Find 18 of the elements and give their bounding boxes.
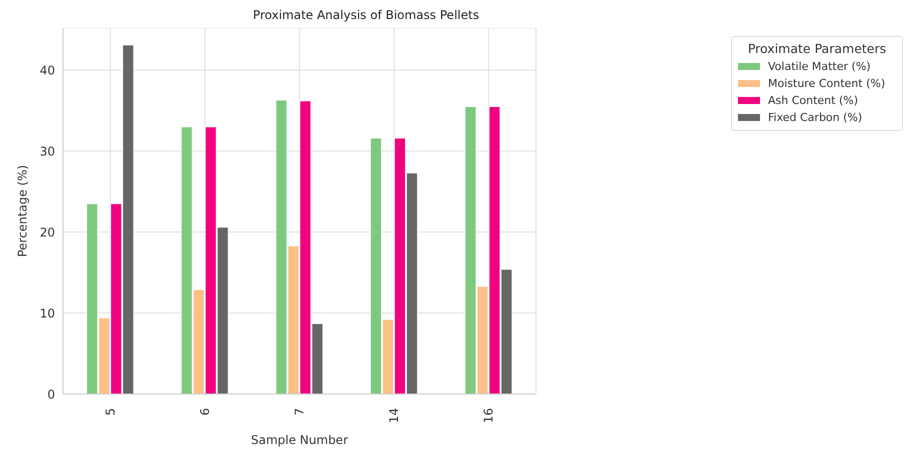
y-tick-label: 10 [40, 306, 55, 320]
legend-label: Volatile Matter (%) [768, 60, 871, 73]
y-tick-label: 0 [47, 387, 55, 402]
legend-label: Fixed Carbon (%) [768, 111, 862, 124]
y-tick-label: 40 [40, 63, 55, 78]
x-tick-label: 7 [292, 408, 306, 416]
x-tick-label: 6 [198, 408, 212, 416]
legend-label: Moisture Content (%) [768, 77, 886, 90]
x-tick-label: 16 [482, 408, 496, 424]
y-tick-label: 20 [40, 225, 55, 240]
x-tick-label: 5 [103, 408, 118, 416]
x-tick-label: 14 [387, 408, 402, 424]
y-tick-label: 30 [40, 144, 55, 158]
chart-title: Proximate Analysis of Biomass Pellets [252, 8, 480, 24]
legend-label: Ash Content (%) [768, 94, 858, 107]
x-axis-title: Sample Number [250, 433, 348, 447]
legend-title: Proximate Parameters [746, 41, 888, 56]
y-axis-title: Percentage (%) [15, 164, 30, 258]
